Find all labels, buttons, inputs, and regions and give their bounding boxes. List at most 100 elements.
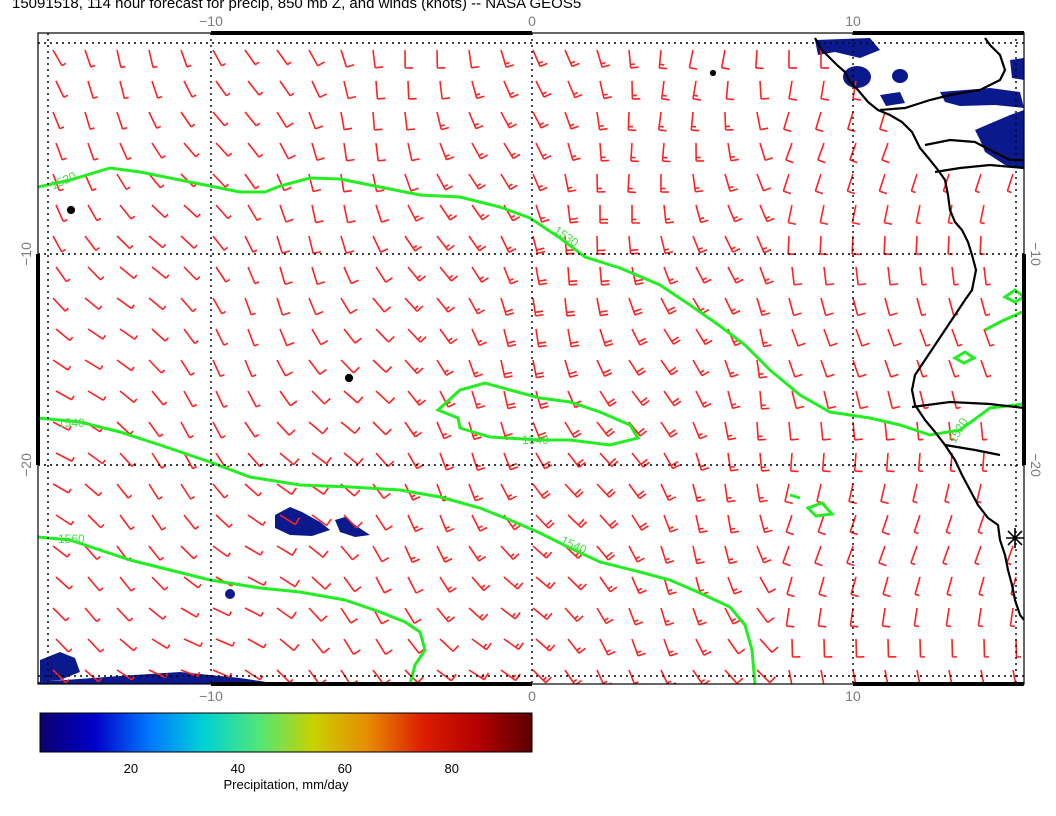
wind-barb xyxy=(695,204,709,224)
wind-barb xyxy=(119,266,138,279)
wind-barb xyxy=(628,297,643,316)
wind-barb xyxy=(852,359,867,378)
wind-barb xyxy=(247,142,264,158)
wind-barb xyxy=(979,204,985,225)
wind-barb xyxy=(599,390,617,407)
wind-barb xyxy=(375,328,395,343)
wind-barb xyxy=(887,390,901,410)
wind-barb xyxy=(183,204,201,218)
wind-barb xyxy=(724,545,738,565)
wind-barb xyxy=(853,452,863,473)
tick-label: −10 xyxy=(199,13,223,29)
wind-barb xyxy=(212,173,230,188)
wind-barb xyxy=(84,111,95,131)
wind-barb xyxy=(785,514,795,536)
wind-barb xyxy=(279,390,298,407)
wind-barb xyxy=(148,111,162,129)
wind-barb xyxy=(116,49,126,69)
wind-barb xyxy=(436,235,455,251)
wind-barb xyxy=(87,638,105,653)
wind-barb xyxy=(532,235,546,255)
wind-barb xyxy=(84,669,103,683)
wind-barb xyxy=(500,483,517,501)
wind-barb xyxy=(279,576,301,588)
wind-barb xyxy=(279,638,300,652)
wind-barb xyxy=(567,80,583,99)
wind-barb xyxy=(247,390,261,408)
wind-barb xyxy=(782,173,792,195)
precip-colorbar: 20 40 60 80 Precipitation, mm/day xyxy=(39,712,533,792)
wind-barb xyxy=(407,514,424,533)
right-axis-labels: −10 −20 xyxy=(1028,242,1044,477)
wind-barb xyxy=(788,359,803,378)
wind-barb xyxy=(690,111,700,132)
wind-barb xyxy=(820,359,835,378)
wind-barb xyxy=(439,266,459,282)
wind-barb xyxy=(311,142,325,162)
wind-barb xyxy=(55,576,73,590)
wind-barb xyxy=(471,266,489,283)
wind-barb xyxy=(247,328,259,347)
wind-barb xyxy=(695,390,712,408)
wind-barb xyxy=(759,266,775,285)
wind-barb xyxy=(692,235,708,254)
wind-barb xyxy=(1006,545,1014,566)
wind-barb xyxy=(151,142,166,159)
wind-barb xyxy=(180,49,192,68)
wind-barb xyxy=(887,638,897,658)
tick-label: 0 xyxy=(528,688,536,704)
wind-barb xyxy=(887,328,902,347)
wind-barb xyxy=(276,483,297,496)
wind-barb xyxy=(919,638,925,658)
wind-barb xyxy=(564,111,579,130)
wind-barb xyxy=(340,545,360,561)
wind-barb xyxy=(791,638,801,658)
wind-barb xyxy=(910,173,918,194)
wind-barb xyxy=(1009,607,1015,628)
wind-barb xyxy=(119,204,136,220)
wind-barb xyxy=(308,607,328,622)
wind-barb xyxy=(212,359,225,378)
wind-barb xyxy=(404,297,424,312)
wind-barb xyxy=(660,607,675,627)
wind-barb xyxy=(756,235,772,254)
wind-barb xyxy=(436,49,446,69)
wind-barb xyxy=(52,607,70,622)
wind-barb xyxy=(660,297,677,315)
wind-barb xyxy=(340,173,352,193)
wind-barb xyxy=(724,297,741,315)
wind-barb xyxy=(855,390,869,410)
wind-barb xyxy=(599,514,619,529)
wind-barb xyxy=(276,359,293,377)
wind-barb xyxy=(404,607,422,625)
wind-barb xyxy=(978,576,985,597)
wind-barb xyxy=(340,297,358,315)
wind-barb xyxy=(372,359,393,373)
wind-barb xyxy=(148,669,168,679)
wind-barb xyxy=(815,111,824,133)
asterisk-marker xyxy=(1006,528,1024,548)
wind-barb xyxy=(55,80,69,98)
contour-label: 1540 xyxy=(522,433,549,447)
wind-barb xyxy=(180,421,194,439)
wind-barb xyxy=(983,266,991,286)
wind-barb xyxy=(660,80,670,101)
wind-barb xyxy=(657,111,667,132)
wind-barb xyxy=(407,328,427,343)
contour-small-4 xyxy=(789,493,801,500)
wind-barb xyxy=(311,514,332,527)
wind-barb xyxy=(883,235,893,256)
contour-label: 1520 xyxy=(945,415,971,445)
wind-barb xyxy=(311,452,332,465)
wind-barb xyxy=(631,204,641,224)
wind-barb xyxy=(535,204,550,223)
wind-barb xyxy=(819,235,829,256)
wind-barb xyxy=(846,173,856,195)
wind-barb xyxy=(340,49,355,68)
wind-barb xyxy=(215,266,231,283)
wind-barb xyxy=(276,173,292,192)
wind-barb xyxy=(631,452,650,468)
wind-barb xyxy=(215,142,233,157)
wind-barb xyxy=(468,297,486,315)
wind-barb xyxy=(727,204,743,223)
